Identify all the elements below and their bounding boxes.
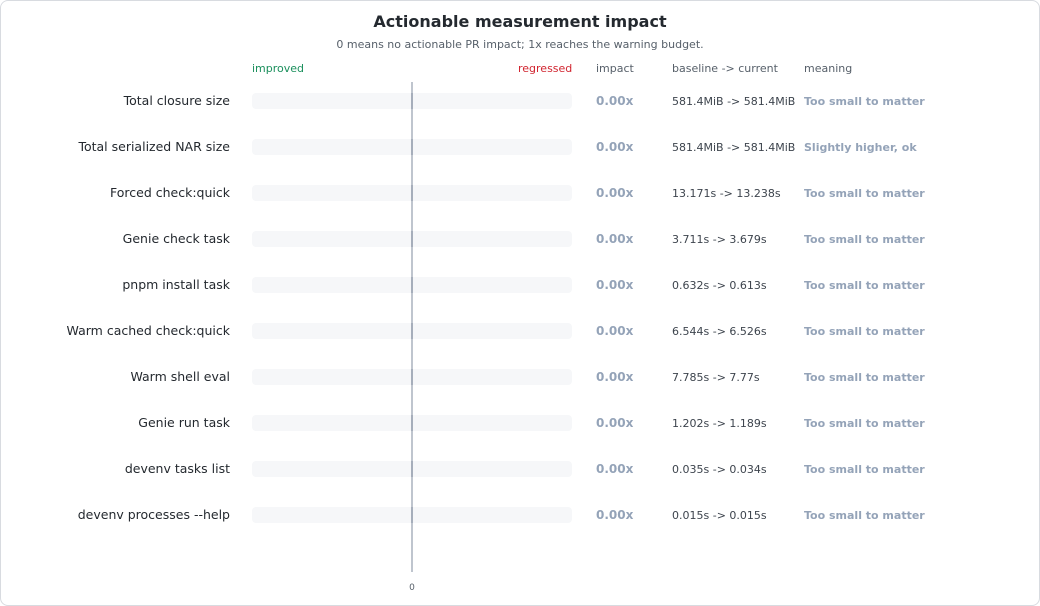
row-label: pnpm install task: [122, 277, 230, 292]
meaning-value: Too small to matter: [804, 509, 925, 522]
impact-column-header: impact: [596, 62, 634, 75]
meaning-value: Too small to matter: [804, 233, 925, 246]
baseline-current-value: 1.202s -> 1.189s: [672, 417, 767, 430]
impact-value: 0.00x: [596, 370, 634, 384]
row-label: devenv tasks list: [125, 461, 230, 476]
baseline-current-value: 3.711s -> 3.679s: [672, 233, 767, 246]
row-label: Warm cached check:quick: [67, 323, 231, 338]
row-label: Total serialized NAR size: [77, 139, 230, 154]
baseline-current-value: 13.171s -> 13.238s: [672, 187, 781, 200]
baseline-current-value: 0.015s -> 0.015s: [672, 509, 767, 522]
meaning-value: Too small to matter: [804, 463, 925, 476]
row-label: devenv processes --help: [78, 507, 230, 522]
impact-value: 0.00x: [596, 140, 634, 154]
impact-value: 0.00x: [596, 324, 634, 338]
baseline-current-value: 0.035s -> 0.034s: [672, 463, 767, 476]
impact-value: 0.00x: [596, 186, 634, 200]
regressed-axis-label: regressed: [518, 62, 573, 75]
impact-value: 0.00x: [596, 94, 634, 108]
row-label: Genie check task: [123, 231, 231, 246]
impact-value: 0.00x: [596, 508, 634, 522]
meaning-value: Slightly higher, ok: [804, 141, 917, 154]
meaning-value: Too small to matter: [804, 325, 925, 338]
meaning-value: Too small to matter: [804, 279, 925, 292]
baseline-current-value: 6.544s -> 6.526s: [672, 325, 767, 338]
x-tick-label: 0: [409, 583, 415, 593]
meaning-value: Too small to matter: [804, 371, 925, 384]
improved-axis-label: improved: [252, 62, 305, 75]
impact-value: 0.00x: [596, 416, 634, 430]
baseline-current-value: 581.4MiB -> 581.4MiB: [672, 141, 795, 154]
row-label: Total closure size: [123, 93, 231, 108]
impact-value: 0.00x: [596, 462, 634, 476]
meaning-value: Too small to matter: [804, 95, 925, 108]
baseline-current-value: 581.4MiB -> 581.4MiB: [672, 95, 795, 108]
change-column-header: baseline -> current: [672, 62, 778, 75]
impact-value: 0.00x: [596, 232, 634, 246]
baseline-current-value: 7.785s -> 7.77s: [672, 371, 760, 384]
row-label: Forced check:quick: [110, 185, 231, 200]
meaning-value: Too small to matter: [804, 417, 925, 430]
meaning-value: Too small to matter: [804, 187, 925, 200]
chart-title: Actionable measurement impact: [373, 12, 667, 31]
meaning-column-header: meaning: [804, 62, 853, 75]
row-label: Warm shell eval: [130, 369, 230, 384]
impact-value: 0.00x: [596, 278, 634, 292]
baseline-current-value: 0.632s -> 0.613s: [672, 279, 767, 292]
row-label: Genie run task: [138, 415, 230, 430]
chart-subtitle: 0 means no actionable PR impact; 1x reac…: [336, 38, 704, 51]
